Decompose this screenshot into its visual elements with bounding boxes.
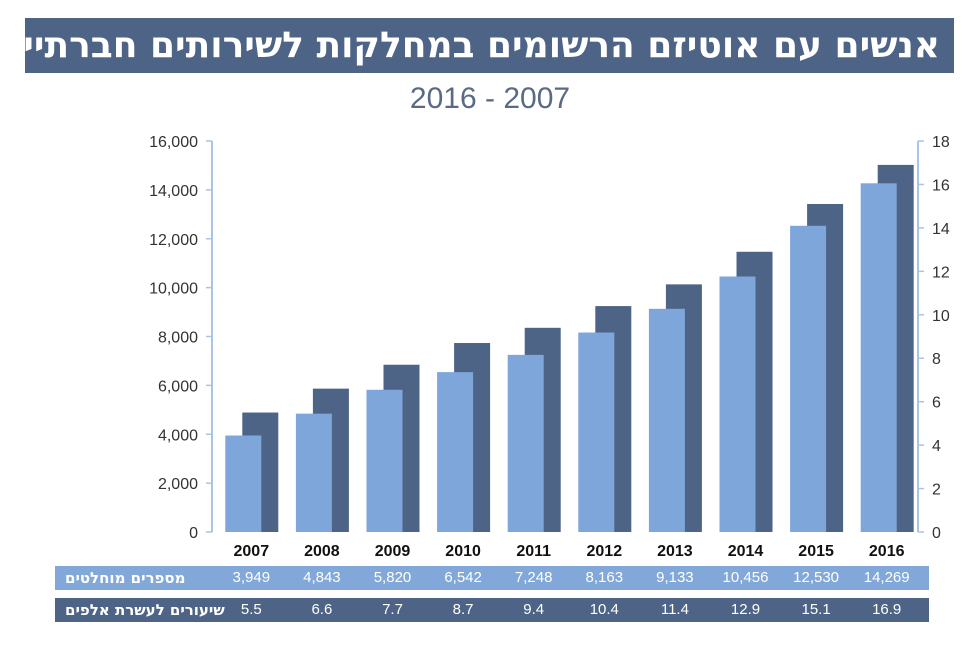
rate-cell: 7.7 [382, 601, 403, 618]
rate-cell: 5.5 [240, 601, 262, 618]
rate-cell: 12.9 [730, 601, 761, 618]
title-bar: אנשים עם אוטיזם הרשומים במחלקות לשירותים… [0, 18, 954, 73]
count-bar [437, 372, 474, 532]
year-label: 2010 [445, 543, 481, 560]
left-tick-label: 16,000 [149, 134, 198, 151]
rate-cell: 10.4 [589, 601, 619, 618]
right-tick-label: 2 [932, 482, 941, 499]
count-bar [366, 389, 403, 532]
left-tick-label: 14,000 [149, 183, 198, 200]
rate-cell: 16.9 [872, 601, 902, 618]
right-tick-label: 8 [932, 351, 941, 368]
right-tick-label: 12 [932, 264, 950, 281]
count-row: מספרים מוחלטים 3,949 4,843 5,820 6,542 7,248… [55, 566, 929, 590]
left-tick-label: 2,000 [158, 476, 198, 493]
count-bar [648, 308, 685, 532]
year-label: 2008 [304, 543, 340, 560]
count-bar [719, 276, 756, 532]
left-tick-label: 8,000 [158, 330, 198, 347]
left-tick-label: 12,000 [149, 232, 198, 249]
count-row-label: מספרים מוחלטים [65, 569, 186, 587]
rate-row-label: שיעורים לעשרת אלפים [65, 601, 225, 619]
count-cell: 7,248 [514, 569, 553, 586]
count-bar [507, 354, 544, 532]
chart-subtitle: 2016 - 2007 [409, 82, 571, 115]
count-cell: 6,542 [444, 569, 482, 586]
left-tick-label: 4,000 [158, 427, 198, 444]
count-cell: 3,949 [232, 569, 271, 586]
year-label: 2015 [798, 543, 834, 560]
rate-cell: 11.4 [660, 601, 689, 618]
year-label: 2014 [728, 543, 764, 560]
right-tick-label: 0 [932, 525, 941, 542]
year-label: 2011 [516, 543, 551, 560]
left-tick-label: 6,000 [158, 378, 198, 395]
count-bar [860, 183, 897, 532]
right-tick-label: 14 [932, 221, 950, 238]
count-bar [790, 225, 827, 532]
right-tick-label: 10 [932, 308, 950, 325]
right-tick-label: 16 [932, 177, 950, 194]
right-tick-label: 18 [932, 134, 950, 151]
rate-cell: 15.1 [801, 601, 831, 618]
year-label: 2012 [587, 543, 623, 560]
right-tick-label: 6 [932, 395, 941, 412]
count-cell: 12,530 [793, 569, 840, 586]
left-tick-label: 10,000 [149, 281, 198, 298]
year-label: 2016 [869, 543, 905, 560]
bar-chart: 0 2,000 4,000 6,000 8,000 10,000 12,000 14,000 1… [149, 134, 950, 560]
rate-cell: 8.7 [452, 601, 474, 618]
rate-cell: 6.6 [311, 601, 333, 618]
count-cell: 5,820 [373, 569, 412, 586]
count-bar [295, 413, 332, 532]
year-label: 2013 [657, 543, 693, 560]
count-cell: 8,163 [585, 569, 624, 586]
rate-row: שיעורים לעשרת אלפים 5.5 6.6 7.7 8.7 9.4 10.4 1… [55, 598, 929, 622]
count-cell: 4,843 [303, 569, 341, 586]
year-label: 2007 [234, 543, 270, 560]
count-cell: 14,269 [863, 569, 910, 586]
count-cell: 10,456 [722, 569, 769, 586]
count-bar [225, 435, 262, 532]
left-tick-label: 0 [189, 525, 198, 542]
chart-title: אנשים עם אוטיזם הרשומים במחלקות לשירותים… [0, 25, 940, 66]
year-label: 2009 [375, 543, 411, 560]
count-cell: 9,133 [656, 569, 694, 586]
rate-cell: 9.4 [523, 601, 545, 618]
count-bar [578, 332, 615, 532]
right-tick-label: 4 [932, 438, 941, 455]
